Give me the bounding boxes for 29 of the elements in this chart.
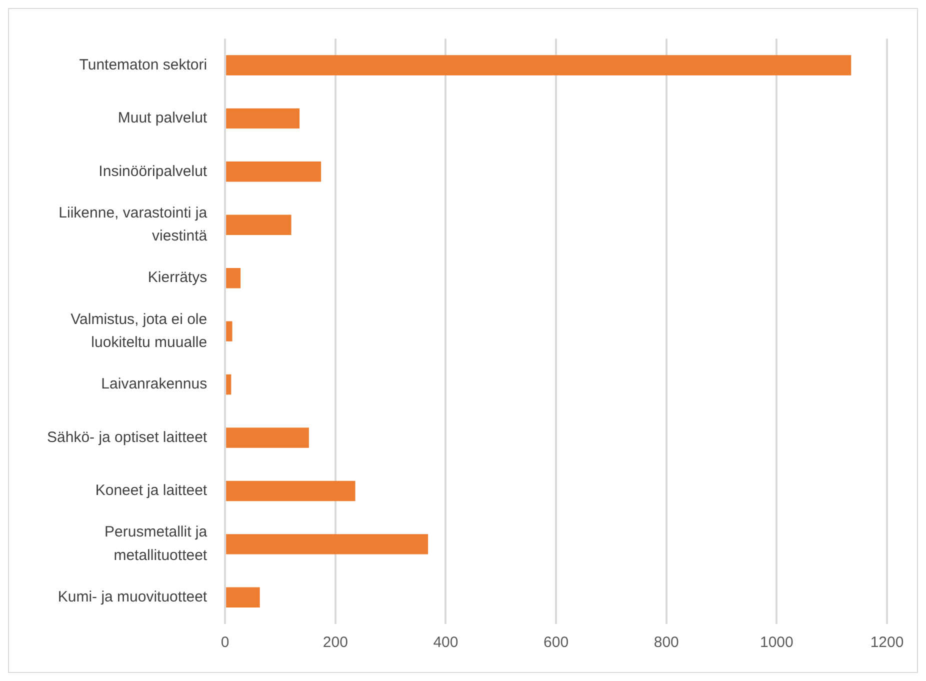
y-tick-label: Kierrätys [148, 269, 208, 286]
bar [226, 55, 852, 76]
x-tick-label: 800 [654, 634, 679, 652]
y-tick-label: Sähkö- ja optiset laitteet [47, 428, 208, 446]
bar [226, 428, 309, 448]
y-tick-label: Muut palvelut [118, 110, 208, 127]
y-tick-label: Perusmetallit ja metallituotteet [104, 524, 208, 564]
bar [226, 214, 292, 235]
y-tick-label: Laivanrakennus [101, 376, 208, 393]
x-tick-label: 0 [220, 634, 230, 652]
y-tick-label: Koneet ja laitteet [95, 482, 208, 500]
bar [226, 268, 241, 288]
y-tick-label: Insinööripalvelut [98, 162, 208, 180]
y-tick-label: Liikenne, varastointi ja viestintä [58, 204, 208, 245]
x-tick-label: 400 [433, 634, 458, 652]
x-tick-label: 200 [322, 634, 348, 652]
x-tick-label: 600 [544, 634, 569, 652]
bar [226, 162, 322, 182]
bar [226, 321, 232, 342]
x-tick-label: 1000 [760, 634, 794, 652]
x-tick-label: 1200 [870, 634, 904, 652]
bar [226, 480, 356, 502]
y-tick-label: Tuntematon sektori [79, 56, 208, 74]
bar [226, 587, 260, 608]
bar [226, 534, 428, 554]
y-tick-label: Valmistus, jota ei ole luokiteltu muualle [70, 310, 208, 352]
y-tick-label: Kumi- ja muovituotteet [58, 588, 208, 606]
bar [226, 374, 232, 395]
bar [226, 108, 300, 129]
